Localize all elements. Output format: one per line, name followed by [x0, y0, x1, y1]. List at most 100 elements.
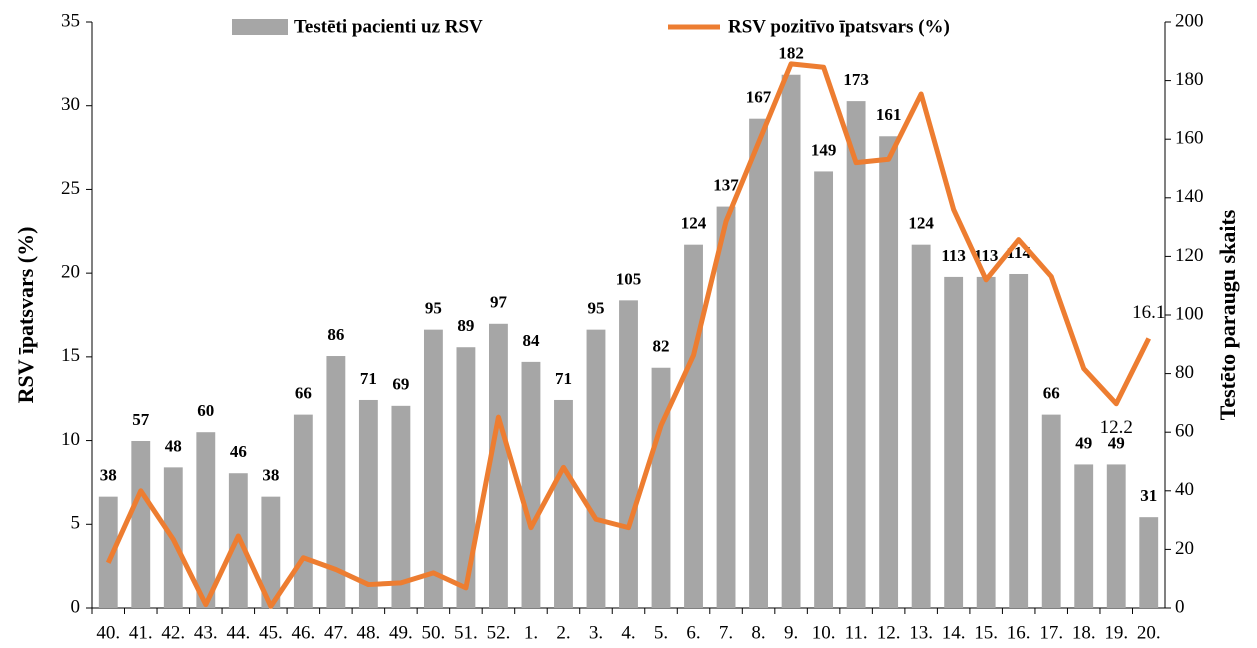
- x-tick-label: 52.: [487, 622, 511, 643]
- bar-value-label: 66: [295, 384, 312, 403]
- x-tick-label: 5.: [654, 622, 668, 643]
- bar: [196, 432, 216, 608]
- bar-value-label: 137: [713, 175, 739, 194]
- bar-value-label: 113: [941, 246, 966, 265]
- bar: [293, 414, 313, 608]
- bar: [879, 136, 899, 608]
- bar: [358, 399, 378, 608]
- y2-tick-label: 140: [1175, 186, 1204, 207]
- bar-value-label: 89: [457, 316, 474, 335]
- x-tick-label: 12.: [877, 622, 901, 643]
- bar: [1074, 464, 1094, 608]
- y-tick-label: 15: [61, 345, 80, 366]
- x-tick-label: 49.: [389, 622, 413, 643]
- bar: [976, 276, 996, 608]
- legend-label: RSV pozitīvo īpatsvars (%): [728, 16, 950, 37]
- bar: [98, 496, 118, 608]
- x-tick-label: 18.: [1072, 622, 1096, 643]
- y2-tick-label: 20: [1175, 538, 1194, 559]
- x-tick-label: 9.: [784, 622, 798, 643]
- x-tick-label: 44.: [226, 622, 250, 643]
- bar: [391, 405, 411, 608]
- y2-tick-label: 100: [1175, 303, 1204, 324]
- bar: [781, 74, 801, 609]
- bar: [1041, 414, 1061, 608]
- bar-value-label: 49: [1075, 433, 1092, 452]
- bar-value-label: 86: [327, 325, 344, 344]
- bar: [586, 329, 606, 608]
- bar: [261, 496, 281, 608]
- y2-tick-label: 40: [1175, 479, 1194, 500]
- y2-tick-label: 0: [1175, 596, 1185, 617]
- x-tick-label: 20.: [1137, 622, 1161, 643]
- x-tick-label: 40.: [96, 622, 120, 643]
- bar: [619, 300, 638, 608]
- bar-value-label: 105: [616, 269, 642, 288]
- bar-value-label: 57: [132, 410, 150, 429]
- x-tick-label: 43.: [194, 622, 218, 643]
- bar: [911, 244, 931, 608]
- bar: [554, 399, 573, 608]
- bar: [716, 206, 736, 608]
- bar: [456, 347, 476, 608]
- bar-value-label: 31: [1140, 486, 1157, 505]
- x-tick-label: 11.: [845, 622, 868, 643]
- x-tick-label: 45.: [259, 622, 283, 643]
- bar-value-label: 113: [974, 246, 999, 265]
- bar-value-label: 60: [197, 401, 214, 420]
- line: [105, 61, 1151, 609]
- x-tick-label: 46.: [291, 622, 315, 643]
- bar-value-label: 167: [746, 88, 772, 107]
- bar-value-label: 66: [1043, 384, 1060, 403]
- x-tick-label: 19.: [1104, 622, 1128, 643]
- y2-tick-label: 120: [1175, 245, 1204, 266]
- x-tick-label: 48.: [357, 622, 381, 643]
- bar: [1106, 464, 1126, 608]
- x-tick-label: 3.: [589, 622, 603, 643]
- bar-value-label: 182: [778, 44, 804, 63]
- bar-value-label: 95: [425, 299, 442, 318]
- x-tick-label: 51.: [454, 622, 478, 643]
- bar-value-label: 71: [360, 369, 377, 388]
- legend-label: Testēti pacienti uz RSV: [294, 16, 483, 37]
- bar-value-label: 124: [908, 214, 934, 233]
- line-value-label: 16.1: [1132, 302, 1165, 323]
- bar: [684, 244, 703, 608]
- bar-value-label: 149: [811, 140, 837, 159]
- x-tick-label: 41.: [129, 622, 153, 643]
- y2-axis-label: Testēto paraugu skaits: [1215, 209, 1240, 420]
- x-tick-label: 15.: [974, 622, 998, 643]
- bar-value-label: 48: [165, 436, 182, 455]
- x-tick-label: 17.: [1039, 622, 1063, 643]
- x-tick-label: 42.: [161, 622, 185, 643]
- bar-value-label: 71: [555, 369, 572, 388]
- bar: [749, 118, 768, 608]
- x-tick-label: 4.: [621, 622, 635, 643]
- bar-value-label: 95: [587, 299, 604, 318]
- x-tick-label: 14.: [942, 622, 966, 643]
- bar-value-label: 38: [100, 466, 117, 485]
- y2-tick-label: 200: [1175, 10, 1204, 31]
- bar: [651, 367, 671, 608]
- bar-value-label: 173: [843, 70, 869, 89]
- bar-value-label: 84: [522, 331, 540, 350]
- y-tick-label: 10: [61, 429, 80, 450]
- x-tick-label: 10.: [812, 622, 836, 643]
- bar: [423, 329, 443, 608]
- bar: [1009, 273, 1029, 608]
- bar: [846, 101, 866, 609]
- bar-value-label: 69: [392, 375, 409, 394]
- bar-value-label: 97: [490, 293, 508, 312]
- bar: [521, 361, 541, 608]
- y2-tick-label: 80: [1175, 362, 1194, 383]
- bar: [489, 323, 508, 608]
- x-tick-label: 47.: [324, 622, 348, 643]
- bar-value-label: 46: [230, 442, 247, 461]
- y-tick-label: 25: [61, 178, 80, 199]
- line-value-label: 12.2: [1100, 417, 1133, 438]
- bar-value-label: 161: [876, 105, 902, 124]
- legend-swatch: [232, 19, 288, 35]
- x-tick-label: 2.: [556, 622, 570, 643]
- y-tick-label: 0: [71, 596, 81, 617]
